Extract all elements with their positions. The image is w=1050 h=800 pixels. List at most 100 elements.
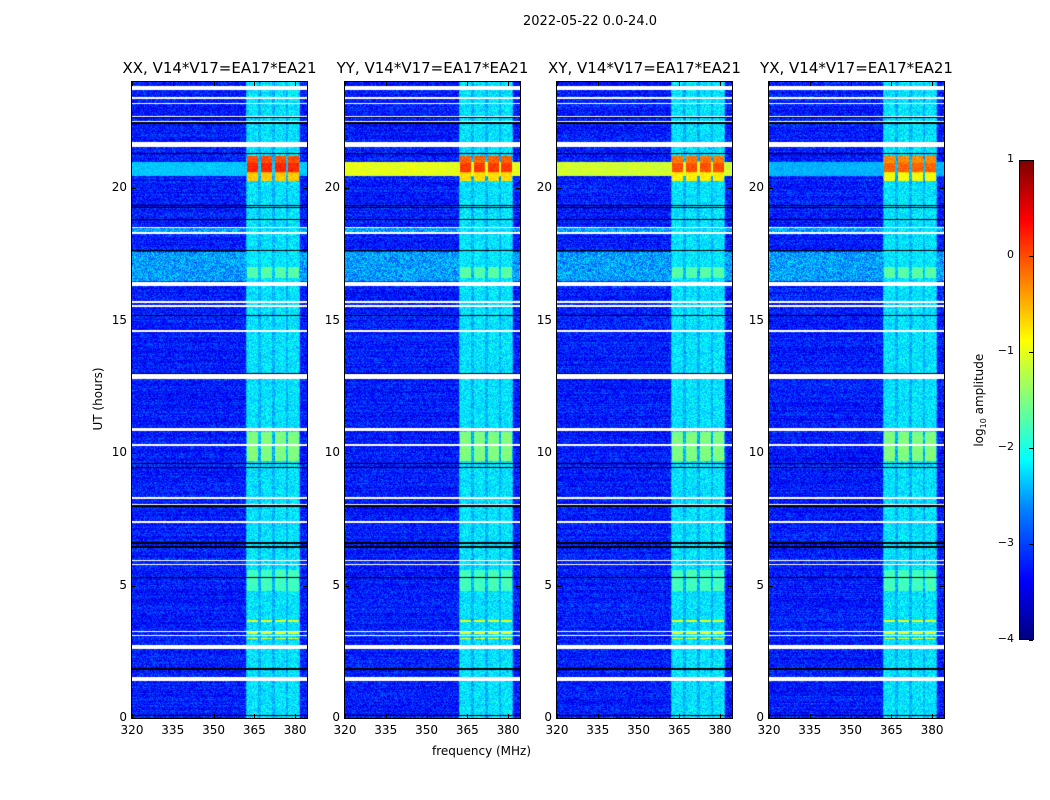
x-tick-label: 380 <box>496 723 520 737</box>
y-tick-mark <box>132 585 136 587</box>
x-tick-mark <box>720 714 722 718</box>
y-tick-mark <box>557 453 561 454</box>
heatmap-image <box>132 82 307 718</box>
spectrogram-panel <box>344 81 521 719</box>
y-tick-mark <box>769 585 773 587</box>
colorbar-label: log10 amplitude <box>971 353 989 447</box>
y-tick-label: 10 <box>324 445 340 459</box>
x-tick-mark <box>467 714 469 718</box>
y-tick-mark <box>132 320 136 322</box>
y-tick-label: 0 <box>756 710 764 724</box>
spectrogram-panel <box>556 81 733 719</box>
x-tick-mark <box>638 714 640 718</box>
y-tick-mark <box>516 188 520 189</box>
x-tick-mark <box>597 82 599 86</box>
x-tick-label: 350 <box>202 723 225 737</box>
x-tick-mark <box>132 82 133 86</box>
x-tick-mark <box>809 714 811 718</box>
y-tick-mark <box>516 320 520 322</box>
y-tick-mark <box>728 188 732 189</box>
y-tick-mark <box>132 718 136 719</box>
y-tick-label: 20 <box>324 180 340 194</box>
y-tick-label: 0 <box>332 710 340 724</box>
y-tick-mark <box>557 188 561 189</box>
x-tick-mark <box>345 82 346 86</box>
y-tick-mark <box>516 585 520 587</box>
colorbar-tick-label: −3 <box>997 536 1014 549</box>
y-tick-mark <box>303 718 307 719</box>
x-tick-mark <box>295 714 297 718</box>
x-tick-mark <box>426 714 428 718</box>
colorbar-tick-mark <box>1029 544 1033 545</box>
y-tick-mark <box>728 320 732 322</box>
x-tick-mark <box>891 714 893 718</box>
x-tick-label: 335 <box>798 723 822 737</box>
x-tick-mark <box>809 82 811 86</box>
colorbar-tick-label: 1 <box>1007 152 1014 165</box>
colorbar-tick-mark <box>1029 160 1033 161</box>
colorbar-tick-label: −2 <box>997 440 1014 453</box>
y-tick-label: 5 <box>544 577 552 592</box>
heatmap-image <box>557 82 732 718</box>
y-tick-mark <box>728 585 732 587</box>
y-tick-mark <box>940 453 944 454</box>
y-tick-label: 0 <box>544 710 552 724</box>
x-tick-label: 380 <box>283 723 307 737</box>
x-tick-mark <box>557 82 558 86</box>
y-tick-mark <box>132 188 136 189</box>
x-axis-label: frequency (MHz) <box>432 744 532 758</box>
panel-title: YX, V14*V17=EA17*EA21 <box>760 59 953 77</box>
x-tick-label: 365 <box>667 723 691 737</box>
y-tick-mark <box>303 585 307 587</box>
x-tick-mark <box>769 714 770 718</box>
y-tick-mark <box>345 320 349 322</box>
panel-title: XX, V14*V17=EA17*EA21 <box>122 59 317 77</box>
panel-title: YY, V14*V17=EA17*EA21 <box>336 59 529 77</box>
y-tick-mark <box>940 320 944 322</box>
y-tick-label: 15 <box>111 312 127 327</box>
y-tick-label: 20 <box>111 180 127 194</box>
y-axis-label: UT (hours) <box>91 367 105 431</box>
y-tick-mark <box>303 320 307 322</box>
x-tick-mark <box>638 82 640 86</box>
x-tick-label: 380 <box>920 723 944 737</box>
x-tick-mark <box>213 82 215 86</box>
colorbar-tick-label: −1 <box>997 344 1014 357</box>
colorbar-tick-mark <box>1029 256 1033 257</box>
x-tick-label: 365 <box>242 723 266 737</box>
spectrogram-panel <box>131 81 308 719</box>
y-tick-label: 5 <box>756 577 764 592</box>
x-tick-label: 335 <box>586 723 610 737</box>
spectrogram-panel <box>768 81 945 719</box>
y-tick-label: 5 <box>332 577 340 592</box>
heatmap-image <box>345 82 520 718</box>
y-tick-mark <box>516 718 520 719</box>
x-tick-mark <box>385 714 387 718</box>
y-tick-mark <box>303 453 307 454</box>
x-tick-mark <box>467 82 469 86</box>
x-tick-label: 380 <box>708 723 732 737</box>
y-tick-label: 10 <box>748 445 764 459</box>
colorbar-tick-mark <box>1029 352 1033 353</box>
x-tick-mark <box>508 82 510 86</box>
colorbar-tick-label: 0 <box>1007 248 1014 261</box>
x-tick-label: 320 <box>545 723 569 737</box>
x-tick-mark <box>891 82 893 86</box>
x-tick-mark <box>172 82 174 86</box>
y-tick-label: 10 <box>111 445 127 459</box>
y-tick-mark <box>769 718 773 719</box>
x-tick-mark <box>385 82 387 86</box>
y-tick-mark <box>516 453 520 454</box>
y-tick-mark <box>303 188 307 189</box>
y-tick-label: 0 <box>119 710 127 724</box>
y-tick-label: 10 <box>536 445 552 459</box>
y-tick-mark <box>769 453 773 454</box>
x-tick-label: 335 <box>374 723 398 737</box>
x-tick-mark <box>557 714 558 718</box>
y-tick-mark <box>345 453 349 454</box>
y-tick-mark <box>728 718 732 719</box>
x-tick-mark <box>679 714 681 718</box>
y-tick-mark <box>557 320 561 322</box>
x-tick-label: 320 <box>120 723 144 737</box>
